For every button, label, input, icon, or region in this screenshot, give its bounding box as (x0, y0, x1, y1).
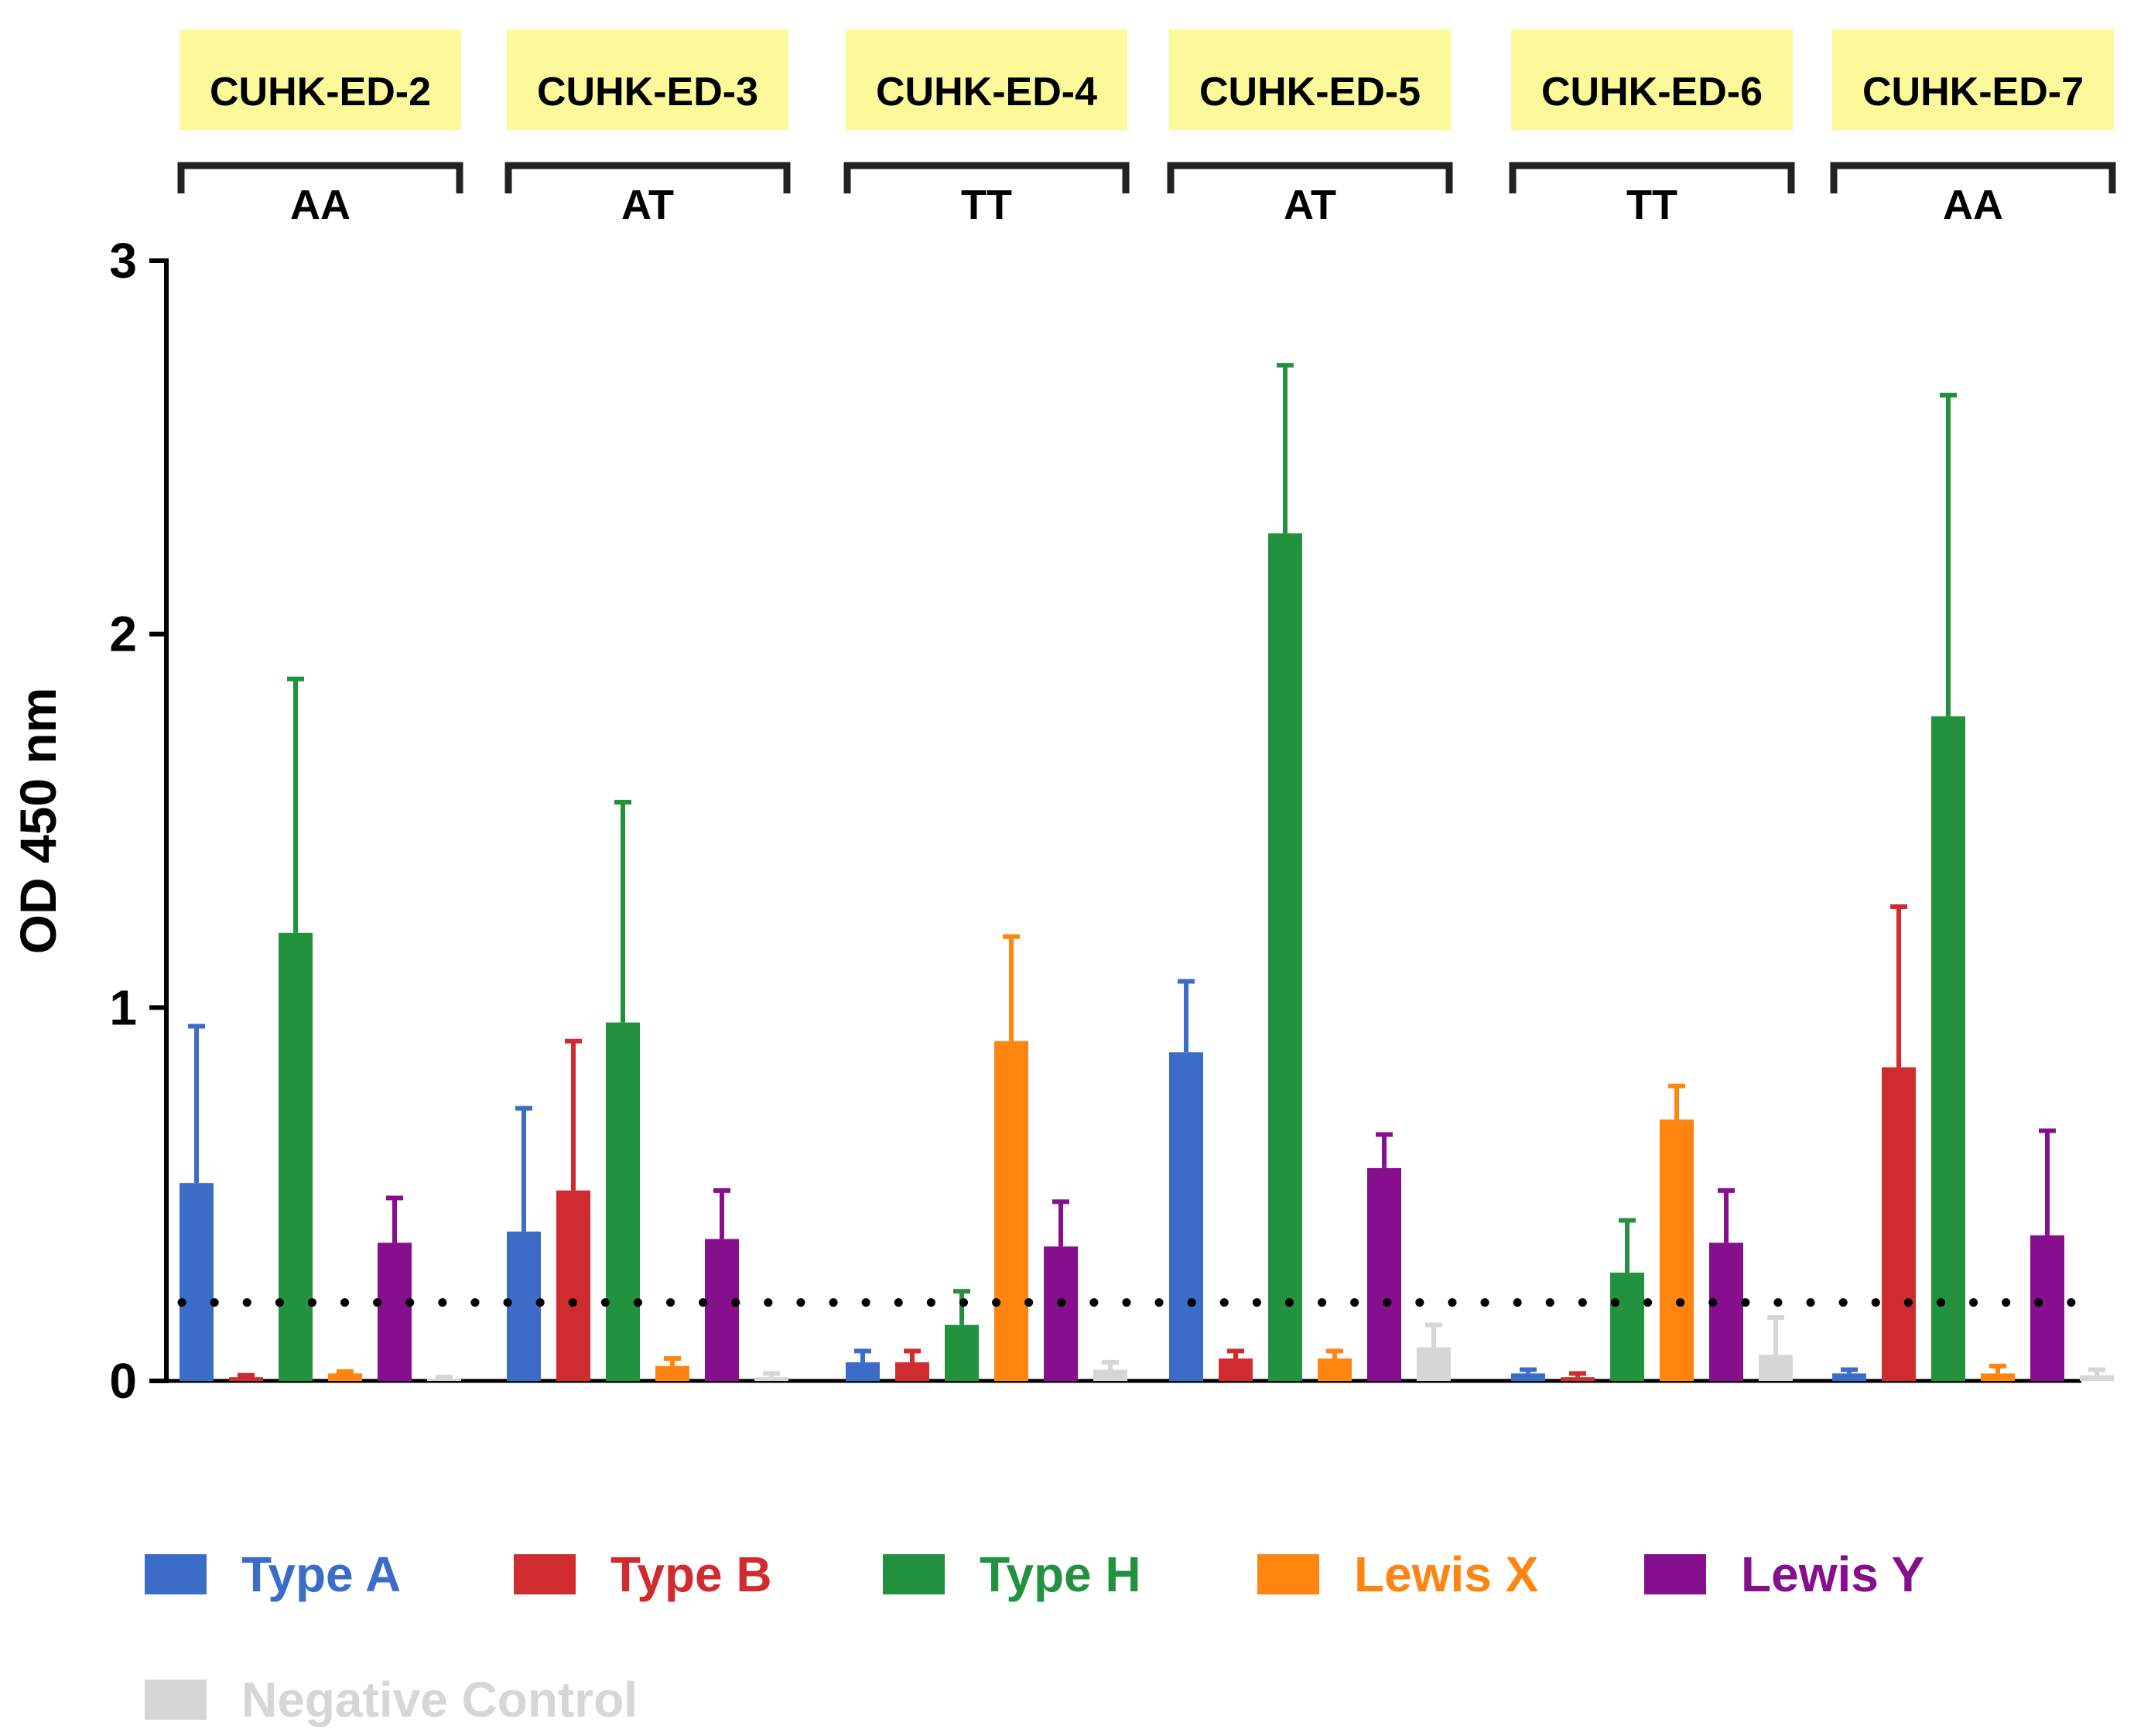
group-bracket (1167, 162, 1453, 193)
bar (994, 1041, 1028, 1381)
bar (507, 1231, 541, 1381)
bar (1759, 1355, 1793, 1381)
bar (427, 1379, 461, 1381)
bar (1044, 1246, 1078, 1381)
bar (895, 1362, 929, 1381)
legend-swatch (514, 1554, 576, 1594)
legend: Type A Type B Type H Lewis X Lewis Y Negative… (145, 1546, 1924, 1727)
bar (846, 1362, 880, 1381)
group-bracket (504, 162, 791, 193)
genotype-label: AT (1284, 182, 1336, 228)
bar (1709, 1242, 1743, 1381)
legend-label: Type B (610, 1546, 772, 1602)
group-header-box (846, 29, 1127, 130)
legend-swatch (145, 1680, 207, 1720)
group-name-label: CUHK-ED-3 (537, 70, 758, 114)
bar (1931, 716, 1965, 1381)
y-tick-label: 2 (109, 607, 137, 662)
bar (1981, 1373, 2015, 1381)
group-header-box (180, 29, 461, 130)
bar (945, 1324, 979, 1381)
legend-swatch (883, 1554, 945, 1594)
bar (1511, 1373, 1545, 1381)
group-bracket (177, 162, 463, 193)
legend-swatch (1644, 1554, 1706, 1594)
genotype-label: TT (961, 182, 1012, 228)
group-headers: CUHK-ED-2 AA CUHK-ED-3 AT CUHK-ED-4 TT CUHK-ED… (177, 29, 2116, 228)
y-tick-label: 0 (109, 1353, 137, 1409)
legend-label: Type A (241, 1546, 401, 1602)
bar (279, 932, 313, 1381)
bar (754, 1377, 788, 1381)
bar (1268, 533, 1302, 1381)
legend-label: Lewis X (1354, 1546, 1539, 1602)
legend-label: Negative Control (241, 1672, 638, 1727)
group-name-label: CUHK-ED-2 (210, 70, 431, 114)
bar (655, 1365, 689, 1381)
y-axis-title: OD 450 nm (9, 688, 67, 955)
bar (606, 1022, 640, 1381)
group-name-label: CUHK-ED-7 (1862, 70, 2084, 114)
bar (1169, 1052, 1203, 1381)
legend-swatch (1257, 1554, 1319, 1594)
bar (1417, 1347, 1451, 1381)
group-bracket (1509, 162, 1795, 193)
legend-label: Type H (980, 1546, 1141, 1602)
group-header-box (1169, 29, 1451, 130)
genotype-label: AA (290, 182, 351, 228)
bar (1219, 1358, 1253, 1381)
group-header-box (1511, 29, 1793, 130)
bar (1660, 1119, 1694, 1381)
genotype-label: TT (1626, 182, 1677, 228)
bar (328, 1373, 362, 1381)
bar (705, 1239, 739, 1381)
bar (556, 1190, 590, 1381)
bar (180, 1183, 214, 1381)
y-tick-label: 1 (109, 979, 137, 1035)
group-header-box (1832, 29, 2114, 130)
group-bracket (1830, 162, 2116, 193)
bar (229, 1377, 263, 1381)
bar (1318, 1358, 1352, 1381)
bar (1832, 1373, 1866, 1381)
group-header-box (507, 29, 788, 130)
group-bracket (843, 162, 1130, 193)
bar (1093, 1369, 1127, 1381)
bar (2030, 1235, 2064, 1381)
legend-swatch (145, 1554, 207, 1594)
bar (2080, 1375, 2114, 1381)
group-name-label: CUHK-ED-4 (876, 70, 1097, 114)
legend-label: Lewis Y (1741, 1546, 1924, 1602)
bars (180, 363, 2114, 1381)
bar (1610, 1273, 1644, 1381)
bar (1561, 1377, 1595, 1381)
bar (1882, 1067, 1916, 1381)
group-name-label: CUHK-ED-5 (1199, 70, 1421, 114)
bar (378, 1242, 412, 1381)
y-tick-label: 3 (109, 233, 137, 289)
genotype-label: AT (621, 182, 674, 228)
y-axis: 0 1 2 3 OD 450 nm (9, 233, 2081, 1409)
group-name-label: CUHK-ED-6 (1541, 70, 1763, 114)
genotype-label: AA (1943, 182, 2003, 228)
bar (1367, 1167, 1401, 1381)
